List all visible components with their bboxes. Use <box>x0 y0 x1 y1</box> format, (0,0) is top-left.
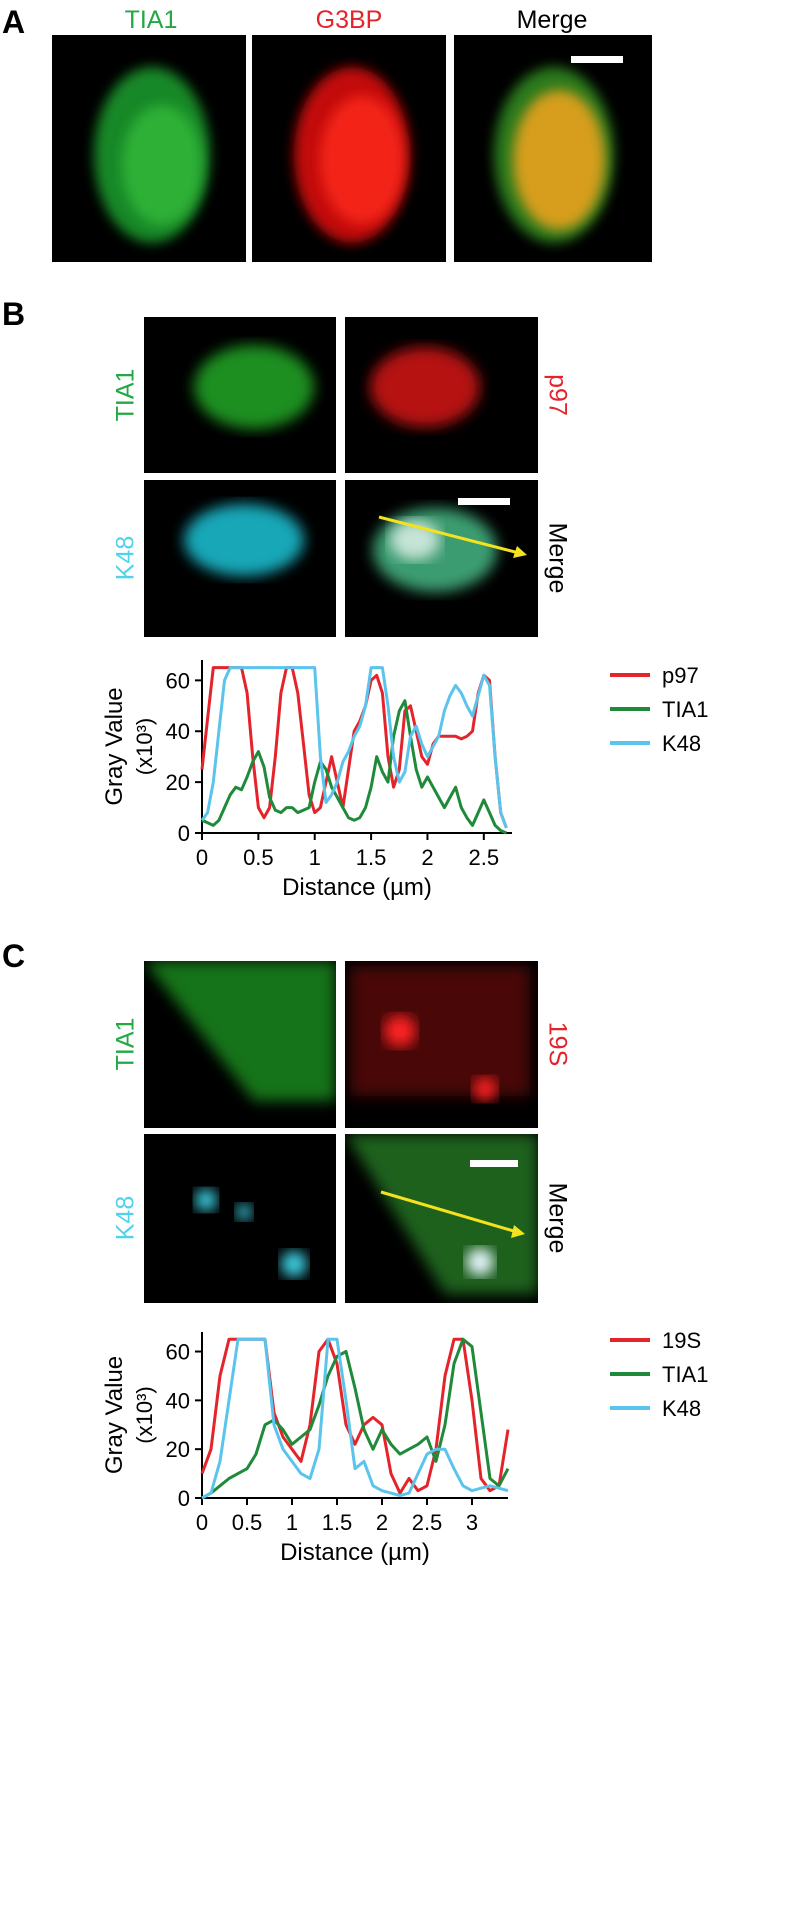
scale-bar <box>458 498 510 505</box>
legend-label-k48: K48 <box>662 731 701 756</box>
x-tick-label: 0.5 <box>232 1510 263 1535</box>
panel-a-image-tia1 <box>52 35 246 262</box>
y-tick-label: 0 <box>178 821 190 846</box>
panel-letter-b: B <box>2 296 26 332</box>
x-tick-label: 2 <box>376 1510 388 1535</box>
series-line-tia1 <box>201 1337 510 1500</box>
x-tick-label: 1 <box>286 1510 298 1535</box>
panel-b-image-p97 <box>345 317 538 473</box>
legend-label-p97: p97 <box>662 663 699 688</box>
panel-c-image-19s <box>345 961 538 1128</box>
scale-bar <box>470 1160 518 1167</box>
y-tick-label: 40 <box>166 719 190 744</box>
series-line-tia1 <box>201 699 508 835</box>
x-tick-label: 0 <box>196 845 208 870</box>
x-tick-label: 2.5 <box>412 1510 443 1535</box>
y-tick-label: 40 <box>166 1388 190 1413</box>
panel-a-label-tia1: TIA1 <box>124 6 178 34</box>
panel-a-image-g3bp <box>252 35 446 262</box>
y-tick-label: 20 <box>166 770 190 795</box>
panel-b-line-chart: 0 20 40 60 0 0.5 1 1.5 2 2.5 Distance (µm) Gray Val… <box>101 660 708 901</box>
y-axis-unit: (x10³) <box>132 1386 157 1443</box>
y-axis-unit: (x10³) <box>132 718 157 775</box>
y-tick-label: 60 <box>166 668 190 693</box>
x-tick-label: 1.5 <box>356 845 387 870</box>
y-tick-label: 0 <box>178 1486 190 1511</box>
panel-a-label-merge: Merge <box>516 6 588 34</box>
panel-b-image-k48 <box>144 480 336 637</box>
series-line-k48 <box>200 666 508 829</box>
panel-a-label-g3bp: G3BP <box>315 6 383 34</box>
scale-bar <box>571 56 623 63</box>
panel-b-image-tia1 <box>144 317 336 473</box>
legend-label-k48: K48 <box>662 1396 701 1421</box>
panel-c-image-merge <box>345 1134 538 1303</box>
x-tick-label: 0 <box>196 1510 208 1535</box>
x-tick-label: 2.5 <box>469 845 500 870</box>
panel-letter-a: A <box>2 4 26 40</box>
panel-letter-c: C <box>2 938 26 974</box>
x-axis-label: Distance (µm) <box>280 1539 430 1566</box>
y-tick-label: 20 <box>166 1437 190 1462</box>
legend-label-tia1: TIA1 <box>662 697 708 722</box>
x-tick-label: 1 <box>309 845 321 870</box>
x-axis-label: Distance (µm) <box>282 874 432 901</box>
x-tick-label: 1.5 <box>322 1510 353 1535</box>
series-line-p97 <box>200 666 508 829</box>
panel-c-line-chart: 0 20 40 60 0 0.5 1 1.5 2 2.5 3 Distance (µm) Gray Va… <box>101 1328 708 1566</box>
panel-c-image-tia1 <box>144 961 336 1128</box>
panel-a-image-merge <box>454 35 652 262</box>
legend-label-19s: 19S <box>662 1328 701 1353</box>
series-line-k48 <box>201 1337 509 1500</box>
y-tick-label: 60 <box>166 1340 190 1365</box>
x-tick-label: 0.5 <box>243 845 274 870</box>
y-axis-label: Gray Value <box>101 1356 128 1474</box>
panel-c-image-k48 <box>144 1134 336 1303</box>
y-axis-label: Gray Value <box>101 687 128 805</box>
panel-b-image-merge <box>345 480 538 637</box>
legend-label-tia1: TIA1 <box>662 1362 708 1387</box>
x-tick-label: 2 <box>421 845 433 870</box>
x-tick-label: 3 <box>466 1510 478 1535</box>
